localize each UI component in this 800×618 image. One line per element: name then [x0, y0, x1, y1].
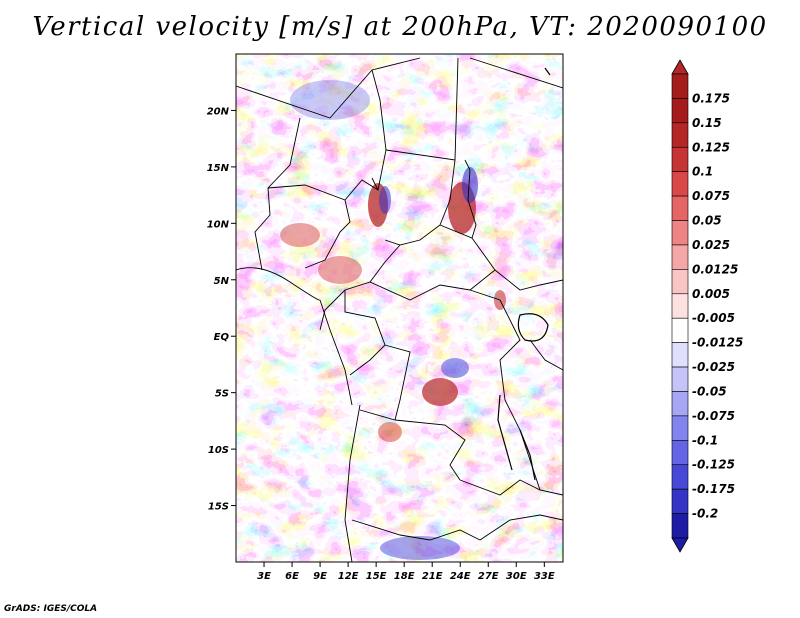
lon-tick-label: 9E — [313, 571, 327, 582]
lon-tick-label: 15E — [366, 571, 387, 582]
downdraft-core — [379, 186, 391, 214]
colorbar-swatch — [671, 244, 689, 270]
colorbar-label: -0.005 — [692, 311, 735, 325]
lon-tick-label: 33E — [534, 571, 555, 582]
lon-tick-label: 24E — [450, 571, 471, 582]
downdraft-core — [290, 80, 370, 120]
lon-tick-label: 3E — [257, 571, 271, 582]
updraft-core — [318, 256, 362, 284]
colorbar-label: 0.025 — [692, 238, 730, 252]
colorbar-swatch — [671, 98, 689, 124]
chart-title: Vertical velocity [m/s] at 200hPa, VT: 2… — [32, 12, 768, 42]
colorbar-swatch — [671, 122, 689, 148]
colorbar-label: -0.2 — [692, 507, 718, 521]
colorbar-swatch — [671, 464, 689, 490]
colorbar-label: 0.0125 — [692, 262, 738, 276]
colorbar-swatch — [671, 391, 689, 417]
colorbar-label: 0.1 — [692, 165, 713, 179]
colorbar-swatch — [671, 488, 689, 514]
colorbar-swatch — [671, 171, 689, 197]
downdraft-core — [441, 358, 469, 378]
colorbar-top-arrow — [671, 59, 689, 75]
colorbar-label: 0.175 — [692, 91, 730, 105]
lat-tick-label: 5N — [214, 276, 230, 287]
vertical-velocity-field — [236, 54, 563, 562]
colorbar-swatch — [671, 415, 689, 441]
colorbar-swatch — [671, 293, 689, 319]
lon-tick-label: 30E — [506, 571, 527, 582]
updraft-core — [378, 422, 402, 442]
colorbar-label: 0.05 — [692, 214, 722, 228]
lat-tick-label: 15S — [208, 502, 229, 513]
downdraft-core — [462, 167, 478, 203]
colorbar-label: 0.125 — [692, 140, 730, 154]
colorbar-swatch — [671, 195, 689, 221]
lat-tick-label: 10N — [207, 219, 230, 230]
colorbar-label: -0.075 — [692, 409, 735, 423]
colorbar-label: -0.0125 — [692, 336, 743, 350]
colorbar-label: 0.005 — [692, 287, 730, 301]
longitude-axis: 3E 6E 9E 12E 15E 18E 21E 24E 27E 30E 33E — [257, 562, 555, 582]
colorbar-label: -0.05 — [692, 384, 727, 398]
colorbar-swatch — [671, 146, 689, 172]
downdraft-core — [380, 536, 460, 560]
lon-tick-label: 6E — [285, 571, 299, 582]
colorbar-swatch — [671, 220, 689, 246]
grads-credit: GrADS: IGES/COLA — [4, 604, 98, 614]
lat-tick-label: 20N — [207, 106, 230, 117]
lakes — [497, 67, 551, 481]
colorbar-bottom-arrow — [671, 537, 689, 553]
colorbar-swatch — [671, 366, 689, 392]
updraft-core — [422, 378, 458, 406]
colorbar-label: -0.025 — [692, 360, 735, 374]
colorbar-label: -0.125 — [692, 458, 735, 472]
colorbar-legend: 0.175 0.15 0.125 0.1 0.075 0.05 0.025 0.0125 0.0… — [671, 59, 743, 553]
colorbar-label: -0.1 — [692, 433, 718, 447]
lon-tick-label: 21E — [422, 571, 443, 582]
lon-tick-label: 18E — [394, 571, 415, 582]
colorbar-swatch — [671, 73, 689, 99]
colorbar-swatch — [671, 342, 689, 368]
lon-tick-label: 27E — [478, 571, 499, 582]
lat-tick-label: 10S — [208, 445, 229, 456]
latitude-axis: 20N 15N 10N 5N EQ 5S 10S 15S — [207, 106, 236, 513]
lat-tick-label: EQ — [214, 332, 230, 343]
colorbar-label: -0.175 — [692, 482, 735, 496]
colorbar-swatch — [671, 440, 689, 466]
colorbar-swatch — [671, 269, 689, 295]
map-frame — [235, 53, 564, 563]
lon-tick-label: 12E — [338, 571, 359, 582]
colorbar-label: 0.075 — [692, 189, 730, 203]
colorbar-swatch — [671, 513, 689, 539]
lat-tick-label: 5S — [215, 389, 229, 400]
updraft-core — [280, 223, 320, 247]
colorbar-label: 0.15 — [692, 116, 722, 130]
country-borders — [236, 57, 563, 562]
colorbar-swatch — [671, 317, 689, 343]
lat-tick-label: 15N — [207, 163, 230, 174]
